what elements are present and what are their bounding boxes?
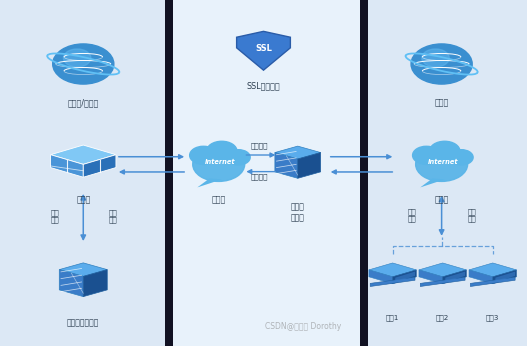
Polygon shape xyxy=(495,272,515,282)
Polygon shape xyxy=(59,270,83,297)
Text: CSDN@李诗佳 Dorothy: CSDN@李诗佳 Dorothy xyxy=(265,322,341,331)
Bar xyxy=(360,0,368,346)
Polygon shape xyxy=(59,263,108,276)
Text: 企业总部服务器: 企业总部服务器 xyxy=(67,318,100,327)
Circle shape xyxy=(416,147,467,181)
Circle shape xyxy=(413,146,440,164)
Polygon shape xyxy=(275,146,320,159)
Text: 花生壳: 花生壳 xyxy=(76,195,91,204)
Text: 分部3: 分部3 xyxy=(486,315,500,321)
Bar xyxy=(173,0,360,346)
Text: 数据
接收: 数据 接收 xyxy=(408,208,416,222)
Polygon shape xyxy=(83,155,116,177)
Text: 数据
请求: 数据 请求 xyxy=(109,209,118,224)
Polygon shape xyxy=(370,277,415,286)
Text: 花生壳
服务器: 花生壳 服务器 xyxy=(291,202,305,222)
Polygon shape xyxy=(369,270,393,284)
Text: 数据请求: 数据请求 xyxy=(250,174,268,180)
Polygon shape xyxy=(420,179,445,188)
Text: 互联网: 互联网 xyxy=(434,99,449,108)
Polygon shape xyxy=(51,155,83,177)
Polygon shape xyxy=(469,263,516,277)
Text: 数据
请求: 数据 请求 xyxy=(467,208,476,222)
Bar xyxy=(165,0,173,346)
Circle shape xyxy=(227,150,250,165)
Polygon shape xyxy=(237,31,290,70)
Text: 分部1: 分部1 xyxy=(386,315,399,321)
Text: 局域网/互联网: 局域网/互联网 xyxy=(67,99,99,108)
Circle shape xyxy=(53,44,114,84)
Text: Internet: Internet xyxy=(205,160,236,165)
Polygon shape xyxy=(395,272,415,282)
Polygon shape xyxy=(275,153,298,178)
Polygon shape xyxy=(493,270,516,284)
Polygon shape xyxy=(471,277,515,286)
Polygon shape xyxy=(83,270,108,297)
Circle shape xyxy=(411,44,472,84)
Circle shape xyxy=(430,141,460,161)
Polygon shape xyxy=(197,179,222,188)
Text: 数据
接收: 数据 接收 xyxy=(51,209,60,224)
Text: 互联网: 互联网 xyxy=(434,195,449,204)
Polygon shape xyxy=(393,270,416,284)
Polygon shape xyxy=(51,145,116,164)
Text: 数据接收: 数据接收 xyxy=(250,142,268,149)
Polygon shape xyxy=(369,263,416,277)
Polygon shape xyxy=(419,263,466,277)
Polygon shape xyxy=(469,270,493,284)
Circle shape xyxy=(193,147,245,181)
Circle shape xyxy=(207,141,237,161)
Polygon shape xyxy=(298,153,320,178)
Text: Internet: Internet xyxy=(428,160,458,165)
Circle shape xyxy=(422,49,449,67)
Text: SSL协议加密: SSL协议加密 xyxy=(247,81,280,90)
Polygon shape xyxy=(419,270,443,284)
Text: 互联网: 互联网 xyxy=(211,195,226,204)
Polygon shape xyxy=(445,272,465,282)
Circle shape xyxy=(63,49,91,67)
Text: SSL: SSL xyxy=(255,45,272,54)
Polygon shape xyxy=(421,277,465,286)
Bar xyxy=(367,0,527,346)
Text: 分部2: 分部2 xyxy=(436,315,450,321)
Bar xyxy=(0,0,166,346)
Polygon shape xyxy=(443,270,466,284)
Circle shape xyxy=(450,150,473,165)
Circle shape xyxy=(190,146,217,164)
